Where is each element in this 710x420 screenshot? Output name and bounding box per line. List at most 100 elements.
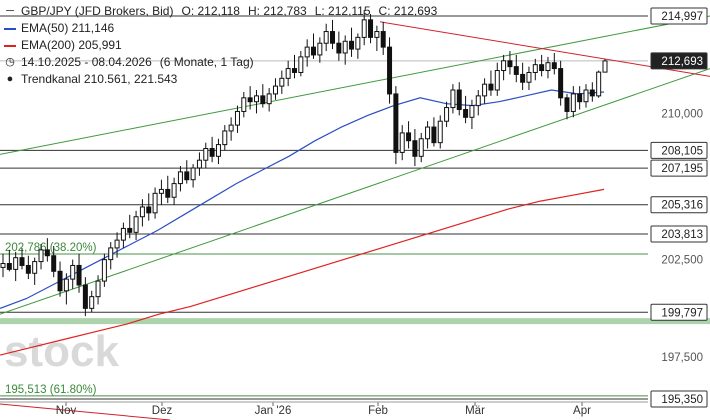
fib-label-0: 202,786 (38.20%) (5, 242, 97, 254)
candle-body-54 (342, 40, 348, 54)
candle-body-32 (203, 148, 209, 161)
bullet-icon: ● (6, 73, 14, 85)
candle-body-44 (279, 77, 285, 87)
candle-body-34 (215, 144, 221, 157)
legend-instrument-row: ─ GBP/JPY (JFD Brokers, Bid) O: 212,118 … (4, 3, 437, 20)
candle-body-59 (374, 31, 380, 38)
candle-body-18 (114, 239, 120, 249)
x-tick-label-5: Apr (573, 405, 591, 417)
candle-body-82 (520, 73, 526, 83)
line-chart-icon: ─ (6, 5, 14, 17)
candle-body-24 (152, 192, 158, 214)
price-label-0: 214,997 (661, 11, 703, 23)
candle-body-62 (393, 93, 399, 153)
candle-body-10 (63, 278, 69, 292)
chart-legend: ─ GBP/JPY (JFD Brokers, Bid) O: 212,118 … (4, 3, 437, 88)
price-label-box-5 (650, 196, 708, 214)
price-axis-labels: 214,997 212,693 210,000 208,105 207,195 205,3… (650, 7, 708, 408)
trend-upper-line (0, 15, 710, 155)
candle-body-41 (260, 95, 266, 105)
candle-body-23 (146, 206, 152, 214)
x-tick-label-3: Feb (368, 405, 388, 417)
candle-body-43 (272, 85, 278, 95)
candle-body-42 (266, 93, 272, 105)
candle-body-88 (558, 68, 564, 99)
candle-body-72 (456, 89, 462, 111)
x-tick-label-2: Jan '26 (255, 405, 292, 417)
price-label-box-3 (650, 141, 708, 159)
candle-body-65 (412, 140, 418, 157)
price-label-2: 210,000 (661, 108, 703, 120)
price-label-9: 197,500 (661, 352, 703, 364)
price-label-1: 212,693 (661, 56, 703, 68)
candle-body-83 (526, 71, 532, 83)
candle-body-50 (317, 42, 323, 56)
ema50-line (0, 89, 605, 309)
legend-ema200: EMA(200) 205,991 (21, 38, 122, 52)
price-label-box-6 (650, 225, 708, 243)
candle-body-40 (253, 95, 259, 103)
candle-body-95 (602, 60, 608, 73)
candle-body-69 (437, 120, 443, 144)
candle-body-87 (551, 62, 557, 70)
price-level-lines (0, 15, 648, 400)
candle-body-86 (545, 62, 551, 72)
candle-body-35 (222, 130, 228, 146)
candle-body-52 (330, 31, 336, 44)
candle-body-37 (234, 110, 240, 126)
candle-body-26 (165, 188, 171, 198)
candle-body-1 (6, 263, 12, 270)
price-label-8: 199,797 (661, 307, 703, 319)
price-label-box-0 (650, 7, 708, 25)
candle-body-74 (469, 105, 475, 118)
candle-body-78 (494, 70, 500, 91)
candle-body-80 (507, 60, 513, 68)
candle-body-39 (247, 97, 253, 103)
legend-period-detail: (6 Monate, 1 Tag) (159, 55, 254, 69)
price-label-box-1 (650, 52, 708, 70)
candle-body-91 (577, 93, 583, 103)
candle-body-27 (171, 183, 177, 198)
candle-body-67 (425, 126, 431, 140)
candle-body-92 (583, 89, 589, 103)
legend-ema50: EMA(50) 211,146 (21, 21, 115, 35)
candlesticks (0, 10, 608, 317)
candle-body-9 (57, 270, 63, 292)
candle-body-20 (127, 227, 133, 233)
candle-body-45 (285, 68, 291, 79)
candle-body-85 (539, 64, 545, 72)
trend-lower-line (0, 68, 710, 315)
candle-body-48 (304, 46, 310, 58)
candle-body-47 (298, 56, 304, 73)
candle-body-61 (387, 46, 393, 95)
ema50-swatch (4, 27, 16, 30)
price-label-3: 208,105 (661, 145, 703, 157)
candle-body-81 (513, 66, 519, 75)
candle-body-63 (399, 132, 405, 153)
ema-lines (0, 89, 605, 356)
candle-body-57 (361, 19, 367, 38)
legend-low: L: 212,115 (314, 4, 371, 18)
candle-body-75 (475, 95, 481, 107)
stock3-watermark: stock (4, 327, 119, 376)
candle-body-77 (488, 83, 494, 91)
legend-open: O: 212,118 (181, 4, 240, 18)
legend-close: C: 212,693 (378, 4, 438, 18)
legend-trend: Trendkanal 210.561, 221.543 (21, 72, 178, 86)
resistance-lower-line (0, 403, 171, 420)
candle-body-53 (336, 42, 342, 54)
candle-body-3 (19, 257, 25, 266)
x-tick-label-0: Nov (56, 405, 77, 417)
candle-body-4 (25, 264, 31, 274)
candle-body-31 (196, 159, 202, 169)
candle-body-17 (108, 247, 114, 261)
candle-body-51 (323, 31, 329, 44)
candle-body-38 (241, 97, 247, 112)
candle-body-29 (184, 171, 190, 181)
candle-body-16 (101, 259, 107, 282)
candle-body-56 (355, 36, 361, 50)
price-label-7: 202,500 (661, 255, 703, 267)
fibonacci-zone: 202,786 (38.20%) 195,513 (61.80%) (0, 242, 710, 397)
candle-body-15 (95, 280, 101, 298)
